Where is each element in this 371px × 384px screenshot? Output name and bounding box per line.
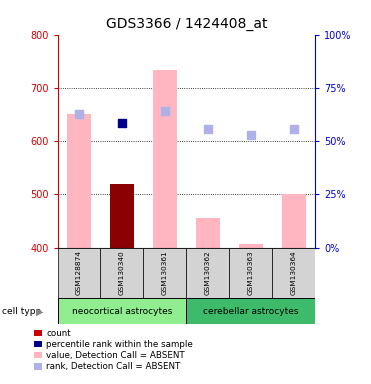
Point (291, 126, 297, 132)
Text: GSM130363: GSM130363 (248, 250, 254, 295)
Text: GSM130362: GSM130362 (205, 250, 211, 295)
Text: cerebellar astrocytes: cerebellar astrocytes (203, 306, 299, 316)
Point (162, 108, 168, 114)
Point (76, 111, 82, 117)
Bar (196, 218, 220, 248)
Point (205, 126, 211, 132)
Bar (110, 184, 134, 248)
Bar (58, 298, 187, 324)
Bar (272, 248, 315, 298)
Title: GDS3366 / 1424408_at: GDS3366 / 1424408_at (106, 17, 267, 31)
Legend: count, percentile rank within the sample, value, Detection Call = ABSENT, rank, : count, percentile rank within the sample… (34, 329, 193, 371)
Bar (58, 248, 101, 298)
Text: GSM130364: GSM130364 (291, 250, 297, 295)
Text: GSM130361: GSM130361 (162, 250, 168, 295)
Text: ▶: ▶ (36, 307, 44, 317)
Bar (229, 248, 272, 298)
Bar (187, 298, 315, 324)
Bar (67, 114, 91, 248)
Text: neocortical astrocytes: neocortical astrocytes (72, 306, 172, 316)
Point (248, 132, 254, 138)
Text: GSM130340: GSM130340 (119, 250, 125, 295)
Text: GSM128874: GSM128874 (76, 250, 82, 295)
Bar (239, 244, 263, 248)
Bar (187, 248, 229, 298)
Text: cell type: cell type (2, 307, 41, 316)
Bar (101, 248, 144, 298)
Bar (144, 248, 186, 298)
Point (119, 120, 125, 126)
Bar (282, 194, 306, 248)
Bar (153, 70, 177, 248)
